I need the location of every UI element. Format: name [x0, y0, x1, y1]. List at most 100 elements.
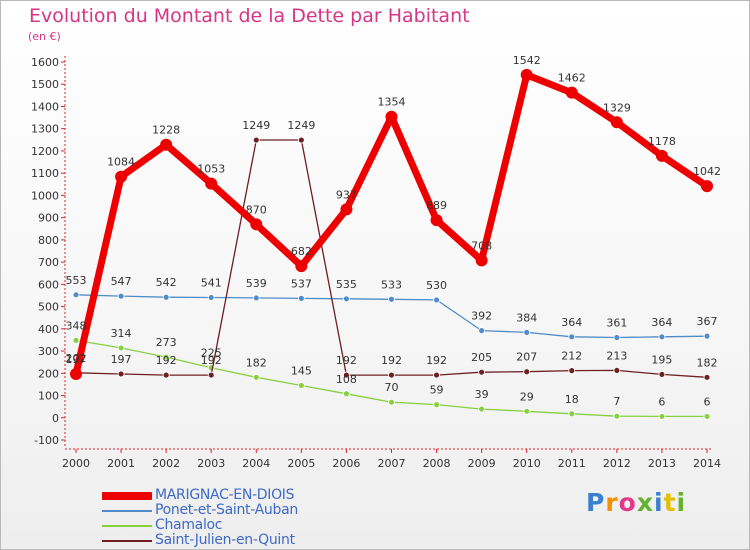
data-point-ponet-et-saint-auban: [478, 327, 486, 335]
logo-letter: r: [605, 488, 619, 517]
data-label-ponet-et-saint-auban: 367: [697, 315, 718, 328]
data-label-ponet-et-saint-auban: 537: [291, 277, 312, 290]
x-tick-label: 2008: [423, 457, 451, 470]
data-point-ponet-et-saint-auban: [72, 291, 80, 299]
data-label-chamaloc: 18: [565, 393, 579, 406]
data-label-marignac-en-diois: 1042: [693, 165, 721, 178]
data-point-saint-julien-en-quint: [252, 136, 260, 144]
x-tick-label: 2001: [107, 457, 135, 470]
data-point-ponet-et-saint-auban: [207, 294, 215, 301]
data-label-ponet-et-saint-auban: 547: [111, 275, 132, 288]
data-point-saint-julien-en-quint: [297, 136, 305, 144]
data-label-ponet-et-saint-auban: 535: [336, 278, 357, 291]
logo-letter: i: [654, 488, 664, 517]
data-point-ponet-et-saint-auban: [433, 296, 440, 304]
logo-letter: P: [586, 488, 606, 517]
data-label-marignac-en-diois: 1178: [648, 135, 676, 148]
x-tick-label: 2002: [152, 457, 180, 470]
data-point-saint-julien-en-quint: [658, 371, 666, 378]
x-tick-label: 2005: [287, 457, 315, 470]
data-label-marignac-en-diois: 682: [291, 245, 312, 258]
data-label-chamaloc: 108: [336, 373, 357, 386]
data-label-saint-julien-en-quint: 1249: [242, 119, 270, 132]
data-point-ponet-et-saint-auban: [343, 295, 350, 303]
data-labels-layer: 553 547 542 541 539 537 535 533 530 392 384 364 361 3…: [66, 54, 722, 409]
data-label-chamaloc: 29: [520, 390, 534, 403]
data-point-ponet-et-saint-auban: [703, 332, 711, 340]
data-label-saint-julien-en-quint: 192: [381, 354, 402, 367]
data-label-marignac-en-diois: 870: [246, 203, 267, 216]
x-tick-label: 2003: [197, 457, 225, 470]
data-label-ponet-et-saint-auban: 361: [606, 316, 627, 329]
data-label-ponet-et-saint-auban: 541: [201, 276, 222, 289]
legend-label-marignac: MARIGNAC-EN-DIOIS: [155, 487, 295, 503]
y-tick-label: 1400: [31, 100, 59, 113]
data-point-marignac-en-diois: [250, 218, 263, 231]
x-tick-label: 2014: [693, 457, 721, 470]
chart-subtitle: (en €): [28, 30, 61, 43]
data-point-saint-julien-en-quint: [478, 368, 486, 376]
logo-letter: x: [636, 488, 654, 517]
data-point-chamaloc: [478, 405, 486, 413]
y-tick-label: -100: [34, 434, 59, 447]
data-label-ponet-et-saint-auban: 364: [651, 316, 672, 329]
data-point-marignac-en-diois: [160, 138, 173, 151]
data-point-ponet-et-saint-auban: [613, 334, 621, 341]
data-point-marignac-en-diois: [385, 110, 398, 123]
x-tick-label: 2013: [648, 457, 676, 470]
y-tick-label: 1300: [31, 123, 59, 136]
logo-letter: t: [663, 488, 677, 517]
data-point-chamaloc: [658, 413, 666, 420]
y-tick-label: 200: [38, 367, 59, 380]
data-point-marignac-en-diois: [295, 260, 308, 273]
legend-swatch-ponet: [102, 510, 152, 512]
data-label-chamaloc: 59: [430, 384, 444, 397]
data-point-marignac-en-diois: [340, 203, 353, 216]
y-tick-label: 600: [38, 278, 59, 291]
y-tick-label: 1200: [31, 145, 59, 158]
y-tick-label: 1600: [31, 56, 59, 69]
data-point-saint-julien-en-quint: [117, 370, 125, 378]
y-tick-label: 1100: [31, 167, 59, 180]
y-tick-label: 100: [38, 390, 59, 403]
data-label-marignac-en-diois: 1354: [378, 96, 406, 109]
data-point-marignac-en-diois: [655, 149, 668, 162]
data-point-ponet-et-saint-auban: [297, 294, 305, 302]
data-label-saint-julien-en-quint: 192: [336, 354, 357, 367]
data-point-saint-julien-en-quint: [207, 371, 215, 379]
y-tick-label: 800: [38, 234, 59, 247]
data-label-marignac-en-diois: 197: [66, 353, 87, 366]
data-label-chamaloc: 39: [475, 388, 489, 401]
data-point-ponet-et-saint-auban: [568, 333, 576, 341]
data-point-marignac-en-diois: [430, 214, 443, 227]
data-point-chamaloc: [433, 401, 440, 409]
x-tick-label: 2011: [558, 457, 586, 470]
x-tick-label: 2000: [62, 457, 90, 470]
data-point-chamaloc: [568, 410, 576, 418]
data-point-saint-julien-en-quint: [388, 371, 395, 379]
data-label-chamaloc: 182: [246, 356, 267, 369]
data-label-marignac-en-diois: 1053: [197, 163, 225, 176]
y-tick-label: 1000: [31, 189, 59, 202]
logo-letter: o: [618, 488, 637, 517]
legend-swatch-marignac: [102, 492, 152, 500]
data-label-saint-julien-en-quint: 182: [697, 356, 718, 369]
y-tick-label: 900: [38, 212, 59, 225]
data-point-marignac-en-diois: [205, 177, 218, 190]
data-point-chamaloc: [388, 398, 395, 406]
data-point-marignac-en-diois: [565, 86, 578, 99]
data-point-chamaloc: [343, 390, 350, 398]
data-label-saint-julien-en-quint: 192: [426, 354, 447, 367]
data-label-chamaloc: 70: [385, 381, 399, 394]
data-label-ponet-et-saint-auban: 553: [66, 274, 87, 287]
data-point-ponet-et-saint-auban: [658, 333, 666, 341]
data-point-saint-julien-en-quint: [613, 367, 621, 374]
data-label-saint-julien-en-quint: 1249: [287, 119, 315, 132]
y-tick-label: 0: [52, 412, 59, 425]
series-layer: [70, 68, 713, 420]
data-point-marignac-en-diois: [70, 367, 82, 380]
data-label-chamaloc: 6: [704, 395, 711, 408]
data-point-chamaloc: [297, 382, 305, 389]
x-tick-label: 2004: [242, 457, 270, 470]
data-point-chamaloc: [523, 407, 531, 415]
